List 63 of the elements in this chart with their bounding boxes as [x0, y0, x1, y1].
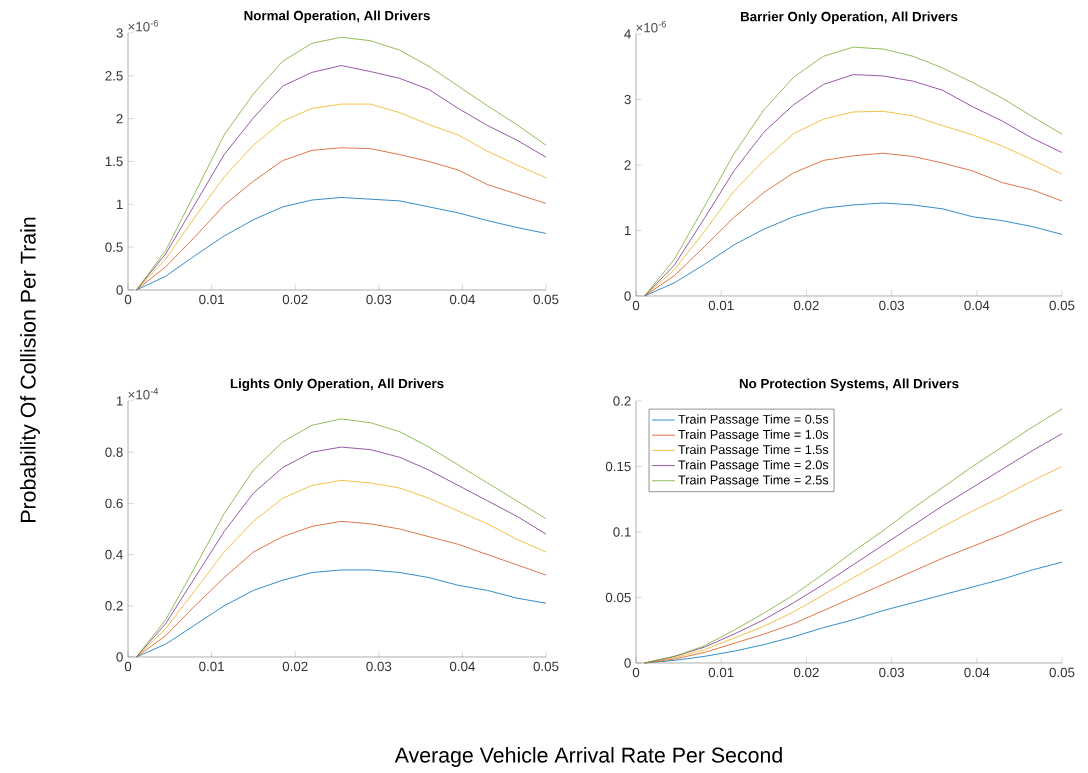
y-tick-label: 2	[624, 160, 631, 170]
x-tick-label: 0.05	[1049, 300, 1075, 311]
x-tick-label: 0.01	[708, 667, 734, 678]
y-tick-label: 1	[116, 396, 123, 406]
x-tick-label: 0.03	[366, 294, 392, 305]
line-series	[644, 152, 1063, 297]
chart-title: Barrier Only Operation, All Drivers	[740, 11, 958, 24]
y-tick-label: 0.2	[613, 396, 631, 406]
x-tick-label: 0.02	[282, 294, 308, 305]
y-tick-label: 4	[624, 29, 631, 39]
y-tick-label: 1.5	[105, 156, 123, 167]
x-tick-label: 0.02	[793, 667, 819, 678]
y-tick-label: 0.05	[605, 592, 631, 603]
y-tick-label: 0.8	[105, 447, 123, 457]
y-tick-label: 1	[116, 199, 123, 209]
x-tick-label: 0.04	[964, 300, 990, 311]
x-tick-label: 0.04	[964, 667, 990, 678]
y-tick-label: 0	[116, 652, 123, 662]
x-tick-label: 0	[124, 661, 132, 672]
x-tick-label: 0.03	[879, 300, 904, 311]
x-tick-label: 0.04	[449, 294, 475, 305]
y-tick-label: 0.15	[605, 461, 631, 472]
x-tick-label: 0.05	[533, 661, 559, 672]
legend-label: Train Passage Time = 2.5s	[678, 475, 829, 487]
y-tick-label: 0	[116, 285, 123, 295]
x-tick-label: 0.01	[199, 661, 224, 672]
chart-title: Normal Operation, All Drivers	[244, 10, 430, 23]
y-tick-label: 0.2	[105, 601, 123, 611]
text: ×10$^{-6}$	[636, 20, 666, 33]
line-series	[135, 569, 547, 658]
y-tick-label: 0.5	[105, 242, 123, 252]
x-tick-label: 0.05	[1049, 667, 1075, 678]
line-series	[135, 103, 547, 291]
x-tick-label: 0.03	[879, 667, 904, 678]
text: ×10$^{-4}$	[128, 388, 159, 400]
legend-label: Train Passage Time = 1.0s	[678, 429, 829, 442]
x-tick-label: 0	[124, 294, 132, 305]
x-tick-label: 0.03	[366, 661, 392, 672]
x-tick-label: 0	[632, 300, 640, 311]
y-tick-label: 3	[116, 28, 123, 38]
line-series	[644, 202, 1063, 297]
y-tick-label: 0.1	[613, 527, 631, 537]
x-tick-label: 0.05	[533, 294, 559, 305]
legend-label: Train Passage Time = 1.5s	[678, 444, 829, 457]
y-axis-title: Probability Of Collision Per Train	[20, 217, 40, 522]
x-axis-title: Average Vehicle Arrival Rate Per Second	[394, 747, 782, 767]
x-tick-label: 0.02	[282, 661, 308, 672]
chart-title: Lights Only Operation, All Drivers	[230, 378, 444, 391]
text: ×10$^{-6}$	[128, 19, 159, 32]
x-tick-label: 0	[632, 667, 640, 678]
legend-label: Train Passage Time = 2.0s	[678, 459, 829, 472]
y-tick-label: 2.5	[105, 71, 123, 81]
legend-label: Train Passage Time = 0.5s	[678, 414, 829, 427]
x-tick-label: 0.01	[708, 300, 734, 311]
chart-title: No Protection Systems, All Drivers	[739, 378, 959, 391]
y-tick-label: 3	[624, 94, 631, 105]
y-tick-label: 0.6	[105, 498, 123, 509]
y-tick-label: 1	[624, 225, 631, 236]
x-tick-label: 0.02	[793, 300, 819, 311]
y-tick-label: 0.4	[105, 549, 123, 560]
x-tick-label: 0.01	[199, 294, 224, 305]
y-tick-label: 2	[116, 114, 123, 124]
x-tick-label: 0.04	[449, 661, 475, 672]
